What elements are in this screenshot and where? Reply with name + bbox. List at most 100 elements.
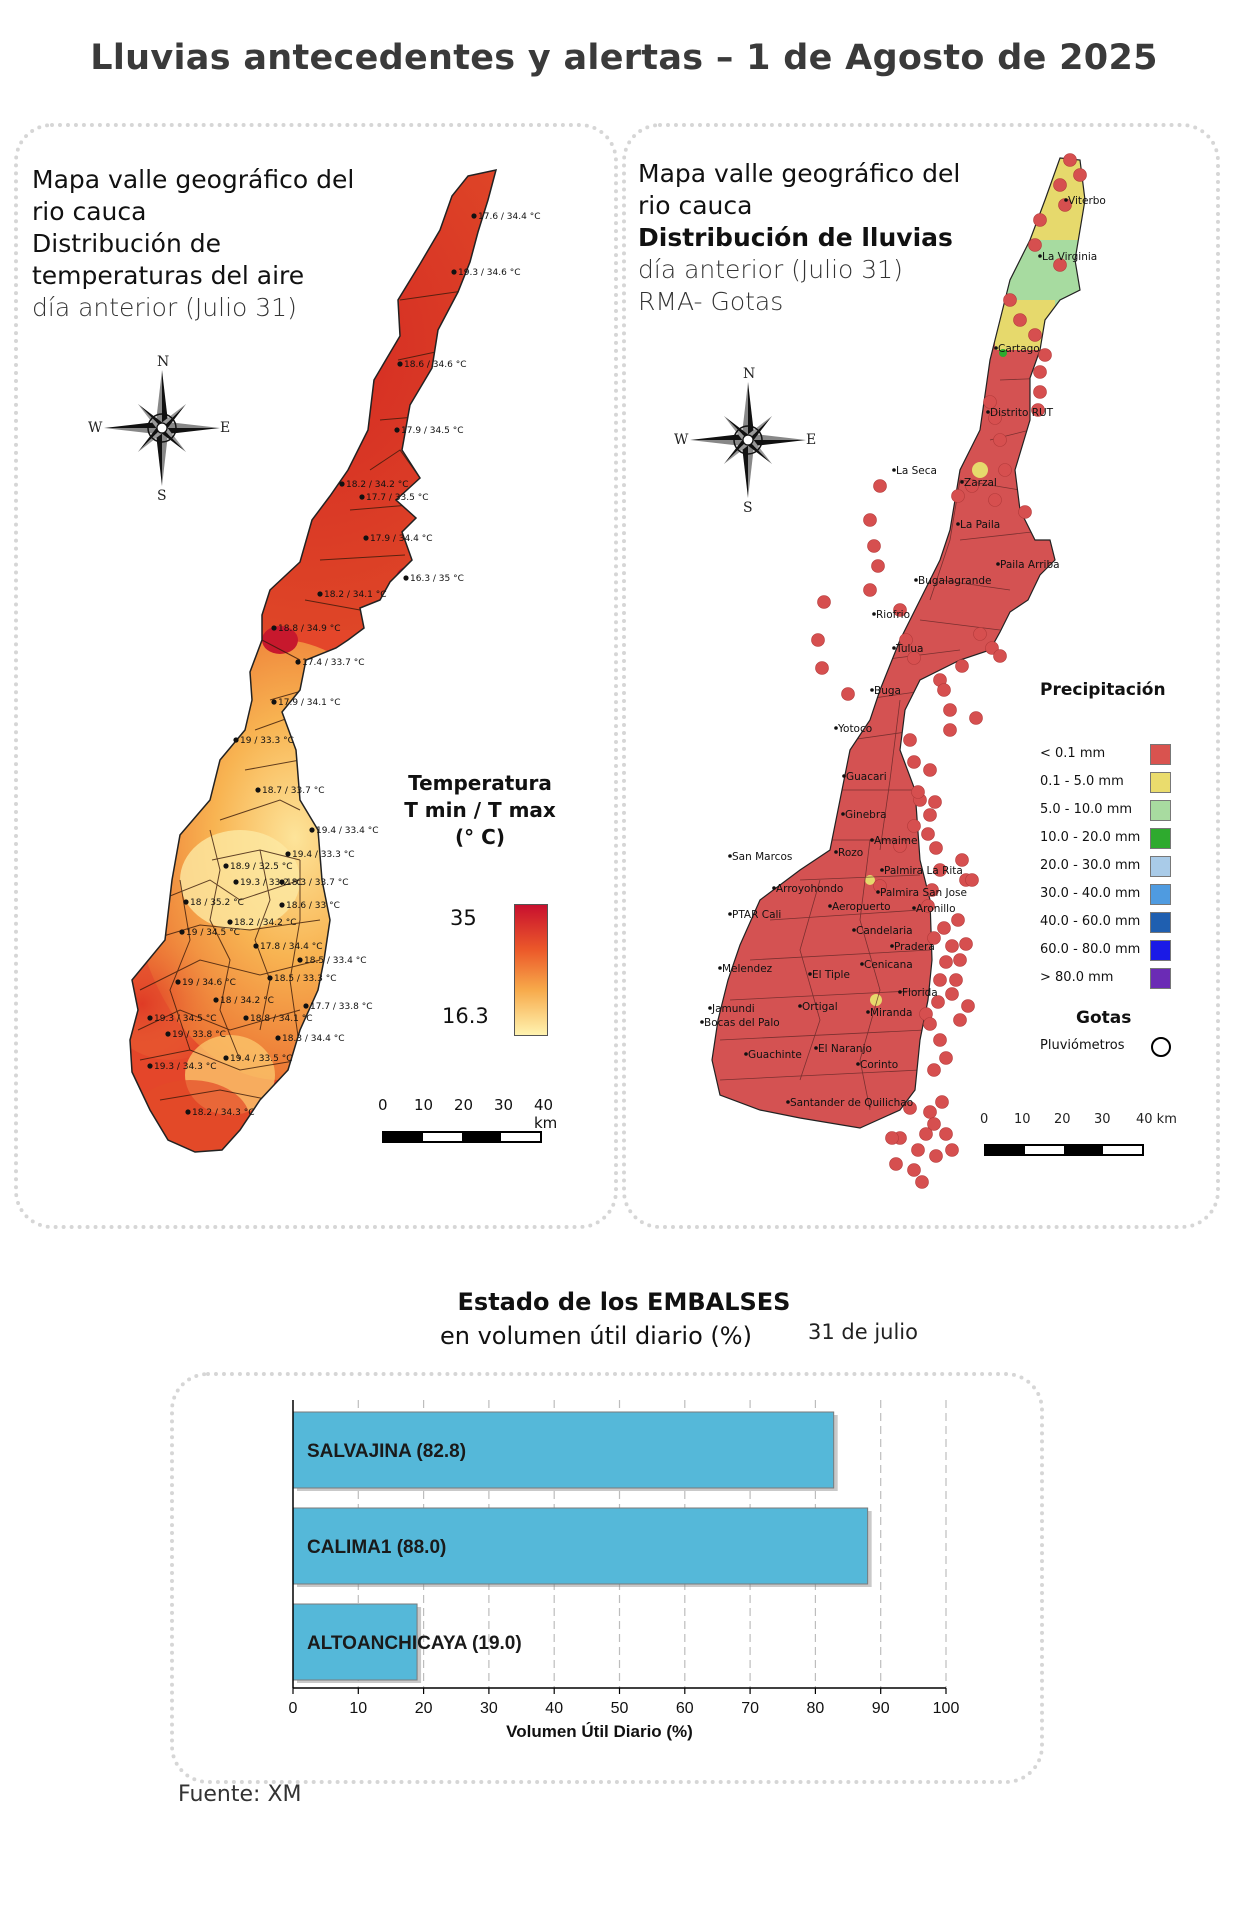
raingauge-marker <box>998 463 1012 477</box>
town-label: Candelaria <box>856 925 913 937</box>
station-marker <box>183 899 189 905</box>
precipitation-legend-label: 20.0 - 30.0 mm <box>1040 858 1141 873</box>
x-tick-label: 50 <box>611 1700 629 1717</box>
station-temp-label: 19.4 / 33.5 °C <box>230 1054 292 1064</box>
raingauge-marker <box>993 433 1007 447</box>
station-marker <box>223 1055 229 1061</box>
town-label: Tulua <box>895 643 923 655</box>
rainfall-scale-bar: 0 10 20 30 40 km <box>980 1112 1180 1172</box>
raingauge-marker <box>921 827 935 841</box>
station-marker <box>279 902 285 908</box>
temperature-map-title: Mapa valle geográfico del rio cauca Dist… <box>32 165 355 322</box>
town-marker <box>914 578 918 582</box>
station-marker <box>227 919 233 925</box>
station-temp-label: 19.3 / 34.6 °C <box>458 268 520 278</box>
station-marker <box>271 699 277 705</box>
station-marker <box>471 213 477 219</box>
raingauge-marker <box>949 973 963 987</box>
town-marker <box>1064 198 1068 202</box>
station-temp-label: 17.6 / 34.4 °C <box>478 212 540 222</box>
raingauge-marker <box>1063 153 1077 167</box>
raingauge-marker <box>951 913 965 927</box>
x-axis-title: Volumen Útil Diario (%) <box>506 1722 693 1741</box>
reservoirs-title: Estado de los EMBALSES <box>457 1288 791 1316</box>
raingauge-marker <box>889 1157 903 1171</box>
town-label: Miranda <box>870 1007 912 1019</box>
x-tick-label: 70 <box>741 1700 759 1717</box>
compass-e-label: E <box>806 432 817 448</box>
station-temp-label: 17.4 / 33.7 °C <box>302 658 364 668</box>
precipitation-legend-swatch <box>1150 968 1171 989</box>
rainfall-map-title: Mapa valle geográfico del rio cauca Dist… <box>638 159 961 316</box>
raingauge-marker <box>965 479 979 493</box>
raingauge-marker <box>893 603 907 617</box>
precipitation-legend-swatch <box>1150 772 1171 793</box>
compass-e-label: E <box>220 420 231 436</box>
town-label: Paila Arriba <box>1000 559 1060 571</box>
town-marker <box>892 646 896 650</box>
raingauge-marker <box>943 703 957 717</box>
raingauge-marker <box>911 1143 925 1157</box>
raingauge-marker <box>867 539 881 553</box>
x-tick-label: 20 <box>415 1700 433 1717</box>
station-temp-label: 18.5 / 33.3 °C <box>274 974 336 984</box>
precipitation-legend-label: < 0.1 mm <box>1040 746 1106 761</box>
town-label: El Naranjo <box>818 1043 872 1055</box>
raingauge-marker <box>928 795 942 809</box>
compass-s-label: S <box>157 488 167 504</box>
raingauge-marker <box>1053 258 1067 272</box>
raingauge-marker <box>1028 328 1042 342</box>
station-marker <box>297 957 303 963</box>
station-marker <box>233 737 239 743</box>
town-label: Ginebra <box>845 809 887 821</box>
town-marker <box>860 962 864 966</box>
reservoir-bar <box>292 1507 869 1585</box>
town-label: Aeropuerto <box>832 901 891 913</box>
station-temp-label: 19.3 / 33.2 °C <box>240 878 302 888</box>
raingauge-marker <box>817 595 831 609</box>
town-marker <box>728 912 732 916</box>
precipitation-legend-swatch <box>1150 856 1171 877</box>
source-note: Fuente: XM <box>178 1782 302 1807</box>
raingauge-marker <box>915 1175 929 1189</box>
raingauge-marker <box>955 659 969 673</box>
town-label: La Seca <box>896 465 937 477</box>
station-marker <box>233 879 239 885</box>
raingauge-marker <box>903 733 917 747</box>
raingauge-marker <box>937 683 951 697</box>
station-marker <box>279 879 285 885</box>
compass-n-label: N <box>157 354 170 370</box>
raingauge-marker <box>1028 238 1042 252</box>
raingauge-marker <box>945 1143 959 1157</box>
station-temp-label: 18.3 / 34.4 °C <box>282 1034 344 1044</box>
raingauge-marker <box>973 627 987 641</box>
raingauge-marker <box>907 1163 921 1177</box>
station-temp-label: 18.3 / 33.7 °C <box>286 878 348 888</box>
station-marker <box>295 659 301 665</box>
temperature-legend-max: 35 <box>450 906 477 930</box>
raingauge-marker <box>873 479 887 493</box>
station-marker <box>267 975 273 981</box>
town-label: Riofrio <box>876 609 910 621</box>
raingauge-marker <box>863 583 877 597</box>
town-label: Viterbo <box>1068 195 1106 207</box>
station-temp-label: 18.2 / 34.3 °C <box>192 1108 254 1118</box>
town-marker <box>718 966 722 970</box>
station-temp-label: 18.8 / 34.1 °C <box>250 1014 312 1024</box>
station-marker <box>179 929 185 935</box>
raingauge-marker <box>937 921 951 935</box>
raingauge-marker <box>815 661 829 675</box>
raingauge-marker <box>961 999 975 1013</box>
town-label: PTAR Cali <box>732 909 781 921</box>
station-temp-label: 18.6 / 34.6 °C <box>404 360 466 370</box>
station-temp-label: 17.8 / 34.4 °C <box>260 942 322 952</box>
precipitation-legend-swatch <box>1150 800 1171 821</box>
station-marker <box>397 361 403 367</box>
raingauge-marker <box>988 493 1002 507</box>
town-label: Melendez <box>722 963 773 975</box>
x-tick-label: 10 <box>349 1700 367 1717</box>
raingauge-marker <box>907 819 921 833</box>
station-temp-label: 18.2 / 34.2 °C <box>346 480 408 490</box>
